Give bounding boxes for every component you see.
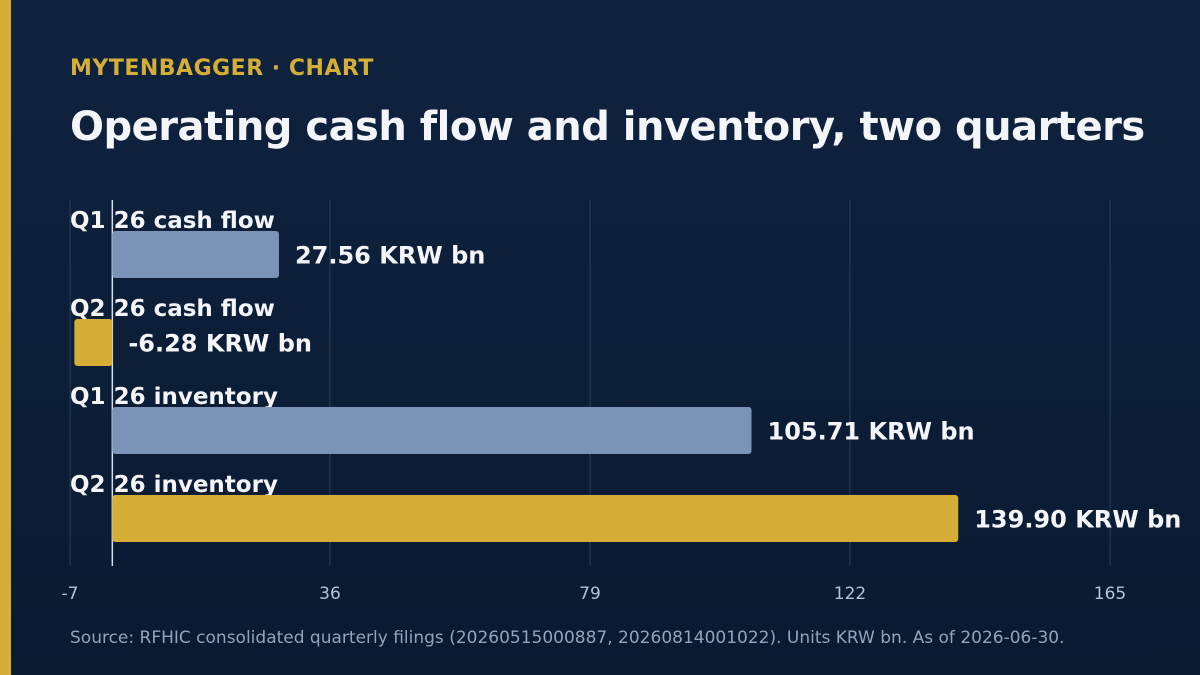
bar-category-label: Q1 26 cash flow [70, 208, 275, 234]
bar [112, 231, 279, 278]
source-note: Source: RFHIC consolidated quarterly fil… [70, 628, 1065, 648]
bar-category-label: Q2 26 inventory [70, 472, 278, 498]
bar [112, 407, 752, 454]
bar-value-label: 105.71 KRW bn [768, 418, 975, 446]
chart-kicker: MYTENBAGGER · CHART [70, 56, 374, 81]
x-tick-label: 36 [319, 584, 341, 604]
bar-category-label: Q1 26 inventory [70, 384, 278, 410]
bar-category-label: Q2 26 cash flow [70, 296, 275, 322]
x-axis-ticks: -7 36 79 122 165 [62, 584, 1127, 604]
bar-value-label: -6.28 KRW bn [128, 330, 312, 358]
bar-value-label: 27.56 KRW bn [295, 242, 485, 270]
accent-stripe [0, 0, 11, 675]
bar [112, 495, 959, 542]
x-tick-label: 79 [579, 584, 601, 604]
bar [74, 319, 113, 366]
x-tick-label: 122 [834, 584, 866, 604]
x-tick-label: -7 [62, 584, 79, 604]
bar-value-label: 139.90 KRW bn [974, 506, 1181, 534]
x-tick-label: 165 [1094, 584, 1126, 604]
bars: Q1 26 cash flow 27.56 KRW bn Q2 26 cash fl… [70, 208, 1181, 542]
chart-title: Operating cash flow and inventory, two q… [70, 104, 1145, 150]
